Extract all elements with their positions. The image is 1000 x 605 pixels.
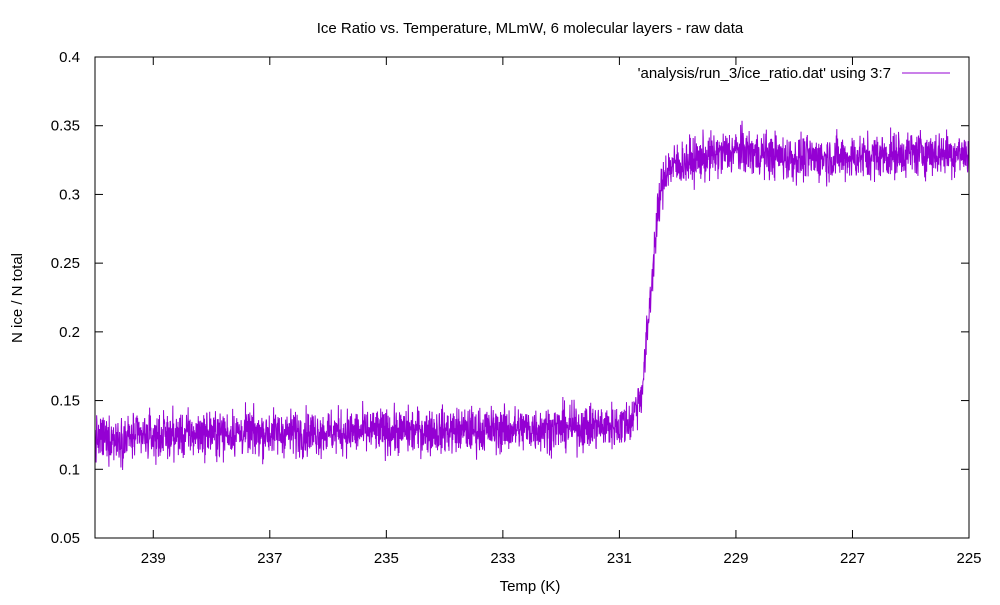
y-tick-label: 0.1	[59, 461, 80, 478]
x-tick-label: 229	[723, 550, 748, 567]
y-tick-label: 0.3	[59, 186, 80, 203]
series-line	[94, 120, 970, 470]
chart-title: Ice Ratio vs. Temperature, MLmW, 6 molec…	[317, 20, 744, 37]
x-tick-label: 239	[141, 550, 166, 567]
legend-entry-label: 'analysis/run_3/ice_ratio.dat' using 3:7	[638, 65, 891, 82]
y-tick-label: 0.05	[51, 530, 80, 547]
plot-frame	[94, 56, 970, 539]
y-axis: 0.05 0.1 0.15 0.2 0.25 0.3 0.35 0.4	[51, 49, 969, 547]
y-axis-label: N ice / N total	[9, 253, 26, 343]
x-axis-label: Temp (K)	[500, 578, 561, 595]
x-tick-label: 225	[956, 550, 981, 567]
x-axis: 239 237 235 233 231 229 227 225	[141, 57, 982, 567]
legend: 'analysis/run_3/ice_ratio.dat' using 3:7	[638, 65, 950, 82]
y-tick-label: 0.2	[59, 324, 80, 341]
y-tick-label: 0.4	[59, 49, 80, 66]
x-tick-label: 227	[840, 550, 865, 567]
y-tick-label: 0.35	[51, 118, 80, 135]
y-tick-label: 0.15	[51, 393, 80, 410]
x-tick-label: 233	[490, 550, 515, 567]
y-tick-label: 0.25	[51, 255, 80, 272]
series-layer	[94, 120, 970, 470]
x-tick-label: 237	[257, 550, 282, 567]
x-tick-label: 235	[374, 550, 399, 567]
x-tick-label: 231	[607, 550, 632, 567]
